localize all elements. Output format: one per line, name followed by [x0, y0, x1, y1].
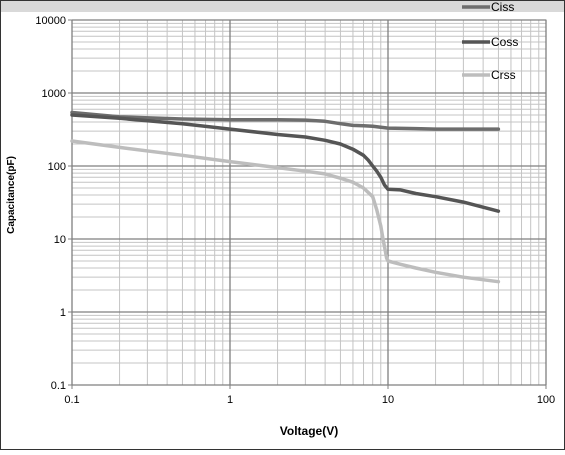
y-axis-ticks: 0.1 1 10 100 1000 10000 — [35, 15, 72, 392]
title-band — [1, 1, 564, 12]
x-tick-label: 10 — [382, 394, 394, 406]
y-axis-label: Capacitance(pF) — [6, 156, 17, 234]
x-axis-ticks: 0.1 1 10 100 — [64, 385, 555, 406]
grid-minor — [72, 20, 546, 385]
series-line-ciss — [70, 110, 501, 131]
series-line-coss — [70, 113, 501, 213]
y-tick-label: 1 — [60, 307, 66, 319]
x-axis-label: Voltage(V) — [280, 424, 338, 438]
series-group — [70, 110, 501, 284]
y-tick-label: 0.1 — [51, 380, 66, 392]
x-tick-label: 1 — [227, 394, 233, 406]
y-tick-label: 1000 — [42, 88, 66, 100]
x-tick-label: 0.1 — [64, 394, 79, 406]
legend-label-coss: Coss — [491, 35, 518, 49]
plot-border — [71, 19, 547, 386]
legend: Ciss Coss Crss — [462, 0, 518, 82]
x-tick-label: 100 — [537, 394, 555, 406]
legend-label-ciss: Ciss — [491, 0, 514, 14]
series-line-crss — [70, 139, 501, 284]
y-tick-label: 10000 — [35, 15, 66, 27]
y-tick-label: 100 — [48, 161, 66, 173]
y-tick-label: 10 — [54, 234, 66, 246]
legend-label-crss: Crss — [491, 68, 516, 82]
